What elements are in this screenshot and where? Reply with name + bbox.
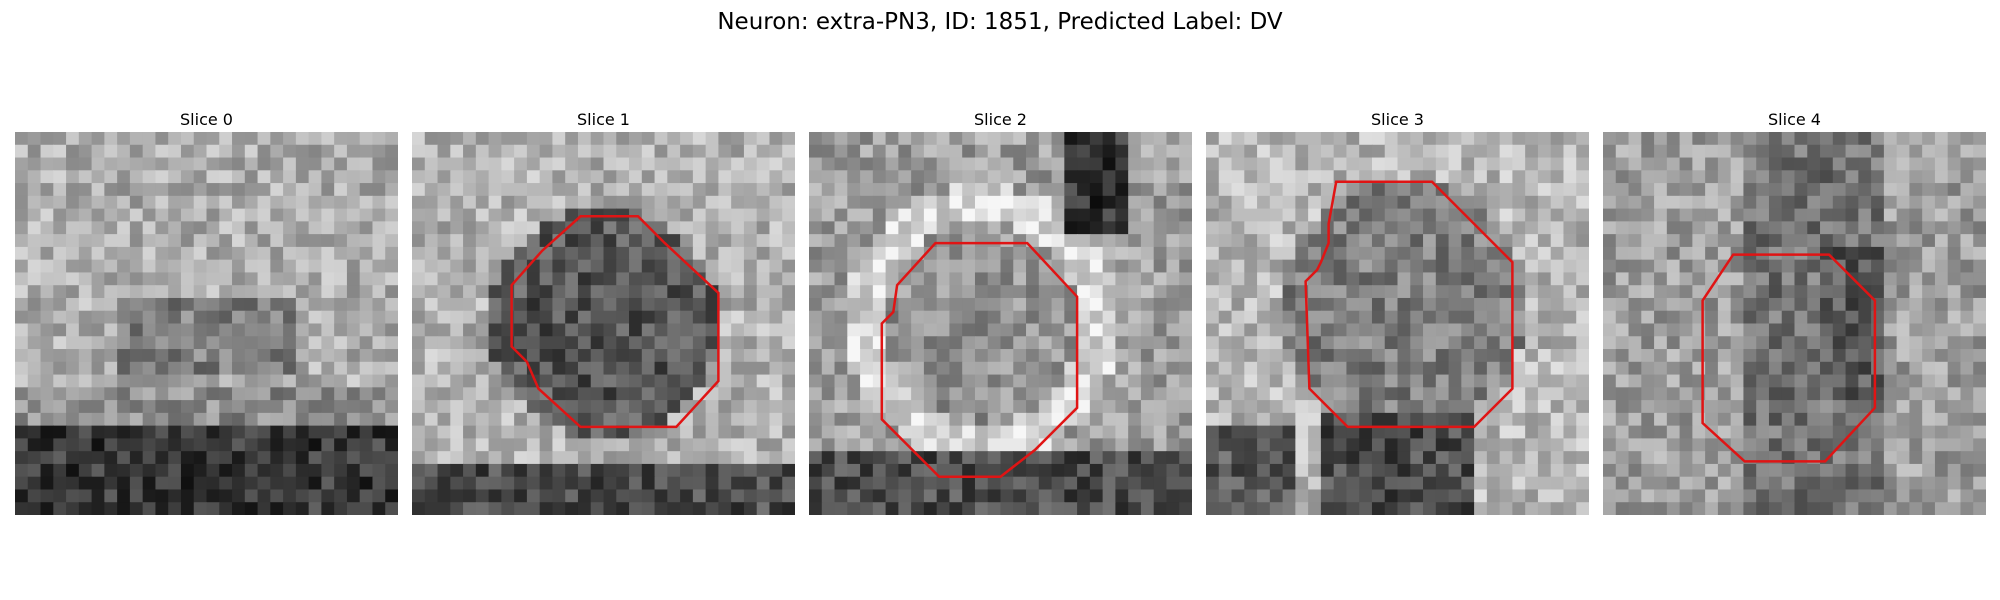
cell-contour [510,215,720,429]
slice-panel-0: Slice 0 [15,108,398,515]
slice-image [1206,132,1589,515]
slice-panel-1: Slice 1 [412,108,795,515]
slice-title: Slice 2 [974,110,1027,129]
cell-contour [1701,253,1877,463]
slice-title: Slice 0 [180,110,233,129]
cell-contour [880,241,1079,478]
slice-panel-3: Slice 3 [1206,108,1589,515]
slice-image [15,132,398,515]
slice-title: Slice 4 [1768,110,1821,129]
slice-image [1603,132,1986,515]
slice-panel-4: Slice 4 [1603,108,1986,515]
slice-title: Slice 3 [1371,110,1424,129]
cell-contour [1304,180,1514,429]
slice-image [809,132,1192,515]
slice-panel-2: Slice 2 [809,108,1192,515]
slice-image [412,132,795,515]
slice-title: Slice 1 [577,110,630,129]
figure-title: Neuron: extra-PN3, ID: 1851, Predicted L… [717,9,1283,35]
